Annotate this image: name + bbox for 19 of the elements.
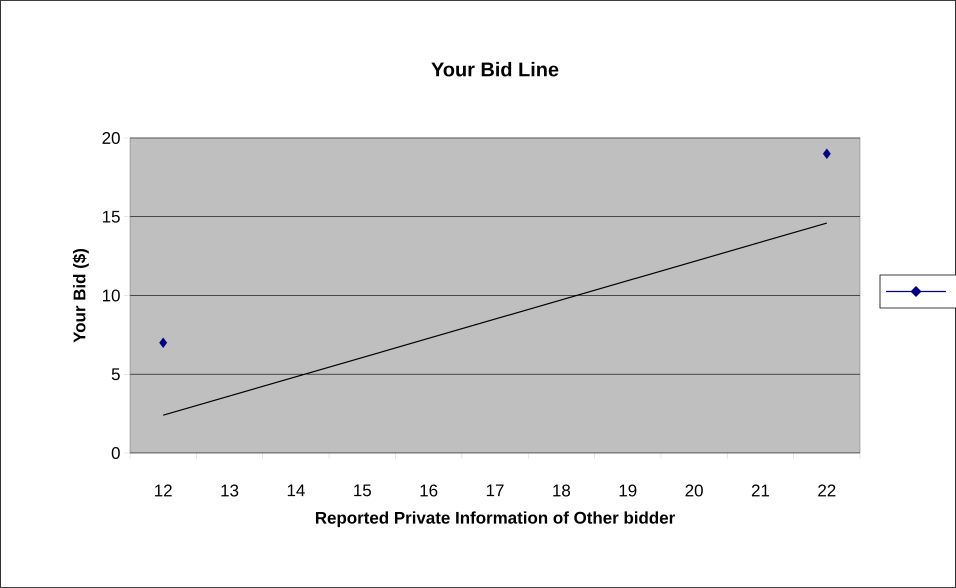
x-tick-label: 12 [155,484,172,496]
y-tick-label: 5 [112,368,120,380]
x-tick-label: 14 [288,484,305,496]
y-tick-label: 10 [102,289,120,302]
y-tick-label: 20 [102,132,120,144]
x-axis-title: Reported Private Information of Other bidder [316,511,675,528]
y-tick-label: 15 [102,210,120,223]
x-tick-label: 21 [752,484,770,496]
x-tick-label: 16 [420,484,438,497]
x-tick-label: 20 [686,484,703,497]
x-tick-label: 22 [818,484,836,496]
y-axis-title: Your Bid ($) [72,248,89,343]
x-tick-label: 19 [620,484,636,497]
x-tick-label: 17 [486,484,504,496]
chart-title: Your Bid Line [431,62,558,76]
x-tick-label: 18 [553,484,570,497]
x-tick-label: 13 [221,484,238,497]
y-tick-label: 0 [112,446,120,459]
x-tick-label: 15 [354,484,371,496]
